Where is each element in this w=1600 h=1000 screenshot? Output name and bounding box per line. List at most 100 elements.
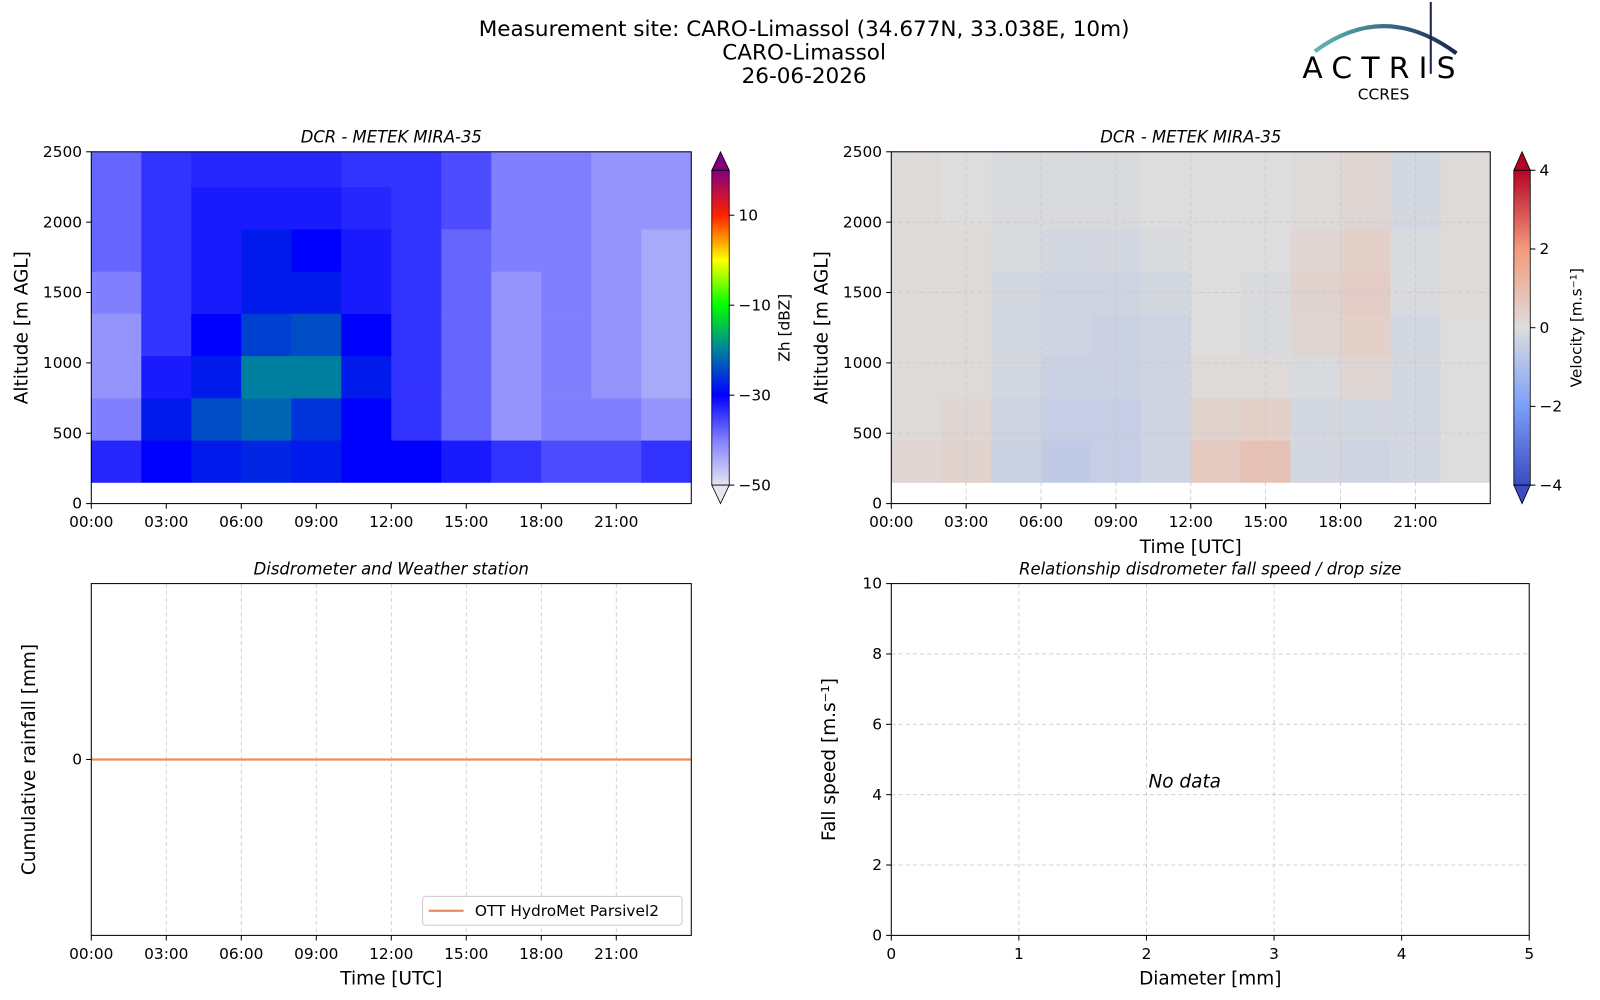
heatmap-cell [391,313,442,357]
x-tick-label: 1 [1014,945,1024,963]
x-tick-label: 2 [1142,945,1152,963]
x-tick-label: 4 [1397,945,1407,963]
heatmap-cell [491,186,542,230]
panel: No data 0 1 2 3 4 5 0 2 4 6 8 10 Relationship disdrom… [819,559,1534,989]
heatmap-cell [241,186,292,230]
heatmap-cell [341,229,392,272]
heatmap-cell [891,313,942,357]
colorbar-tick-label: 0 [1539,319,1549,337]
x-tick-label: 06:00 [219,945,263,963]
colorbar-extend [1513,150,1531,171]
heatmap-cell [1440,229,1491,272]
x-tick-label: 03:00 [144,945,188,963]
heatmap-cell [91,313,142,357]
heatmap-cell [241,440,292,483]
heatmap-cell [591,151,642,188]
x-tick-label: 0 [886,945,896,963]
heatmap-cell [891,151,942,188]
x-tick-label: 12:00 [369,945,413,963]
heatmap-cell [1340,229,1391,272]
heatmap-cell [91,440,142,483]
colorbar-tick-label: −50 [738,476,770,494]
heatmap-cell [491,271,542,314]
heatmap-cell [491,398,542,441]
y-tick-label: 0 [72,495,82,513]
x-tick-label: 15:00 [444,513,488,531]
heatmap-cell [241,271,292,314]
colorbar [711,170,730,486]
heatmap-cell [1041,355,1092,399]
x-tick-label: 12:00 [1169,513,1213,531]
colorbar [1513,170,1531,486]
heatmap-cell [1190,229,1241,272]
heatmap-cell [91,186,142,230]
suptitle-line: Measurement site: CARO-Limassol (34.677N… [479,17,1130,42]
heatmap-cell [141,186,192,230]
plot-frame [890,583,1530,936]
heatmap-cell [591,313,642,357]
y-tick-label: 0 [872,927,882,945]
x-tick-label: 09:00 [1094,513,1138,531]
heatmap-cell [241,151,292,188]
heatmap-cell [541,398,592,441]
heatmap-cell [141,398,192,441]
heatmap-cell [291,398,342,441]
colorbar-tick-label: −30 [738,386,770,404]
x-tick-label: 03:00 [944,513,988,531]
heatmap-cell [1041,229,1092,272]
heatmap-cell [1290,151,1341,188]
legend-label: OTT HydroMet Parsivel2 [475,902,659,920]
x-tick-label: 18:00 [519,513,563,531]
y-tick-label: 2500 [843,143,882,161]
heatmap-cell [91,398,142,441]
heatmap-cell [141,229,192,272]
heatmap-cell [541,151,592,188]
heatmap-cell [1140,186,1192,230]
heatmap-cell [1240,186,1291,230]
heatmap-cell [141,313,192,357]
heatmap-cell [491,313,542,357]
heatmap-cell [1190,398,1241,441]
heatmap-cell [1340,440,1391,483]
x-tick-label: 3 [1269,945,1279,963]
heatmap-cell [1140,313,1192,357]
x-tick-label: 18:00 [519,945,563,963]
heatmap-cell [141,151,192,188]
heatmap-cell [391,440,442,483]
panel-title: Relationship disdrometer fall speed / dr… [1019,559,1401,578]
heatmap-cell [991,355,1042,399]
heatmap-cell [141,355,192,399]
x-tick-label: 09:00 [294,945,338,963]
colorbar-extend [711,484,730,505]
heatmap-cell [441,440,492,483]
heatmap-cell [1041,313,1092,357]
colorbar-tick-label: −10 [738,296,770,314]
heatmap-cell [141,440,192,483]
heatmap-cell [591,229,642,272]
heatmap-cell [891,398,942,441]
heatmap-cell [1440,355,1491,399]
heatmap-cell [891,355,942,399]
colorbar-extend [1513,484,1531,505]
heatmap-cell [291,271,342,314]
logo: ACTRIS CCRES [1302,2,1458,103]
colorbar-tick-label: −2 [1539,398,1562,416]
y-tick-label: 0 [872,495,882,513]
suptitle-line: CARO-Limassol [722,40,886,65]
heatmap-cell [541,229,592,272]
x-tick-label: 06:00 [1019,513,1063,531]
heatmap-cell [641,186,692,230]
colorbar-tick-label: 10 [738,206,758,224]
heatmap-cell [341,355,392,399]
heatmap-cell [991,186,1042,230]
heatmap-cell [491,355,542,399]
heatmap-cell [491,440,542,483]
heatmap-cell [1140,355,1192,399]
legend-box [422,895,683,926]
heatmap-cell [1140,151,1192,188]
heatmap-cell [341,151,392,188]
heatmap-cell [491,151,542,188]
y-tick-label: 1500 [43,284,82,302]
y-axis-label: Fall speed [m.s⁻¹] [819,678,840,841]
